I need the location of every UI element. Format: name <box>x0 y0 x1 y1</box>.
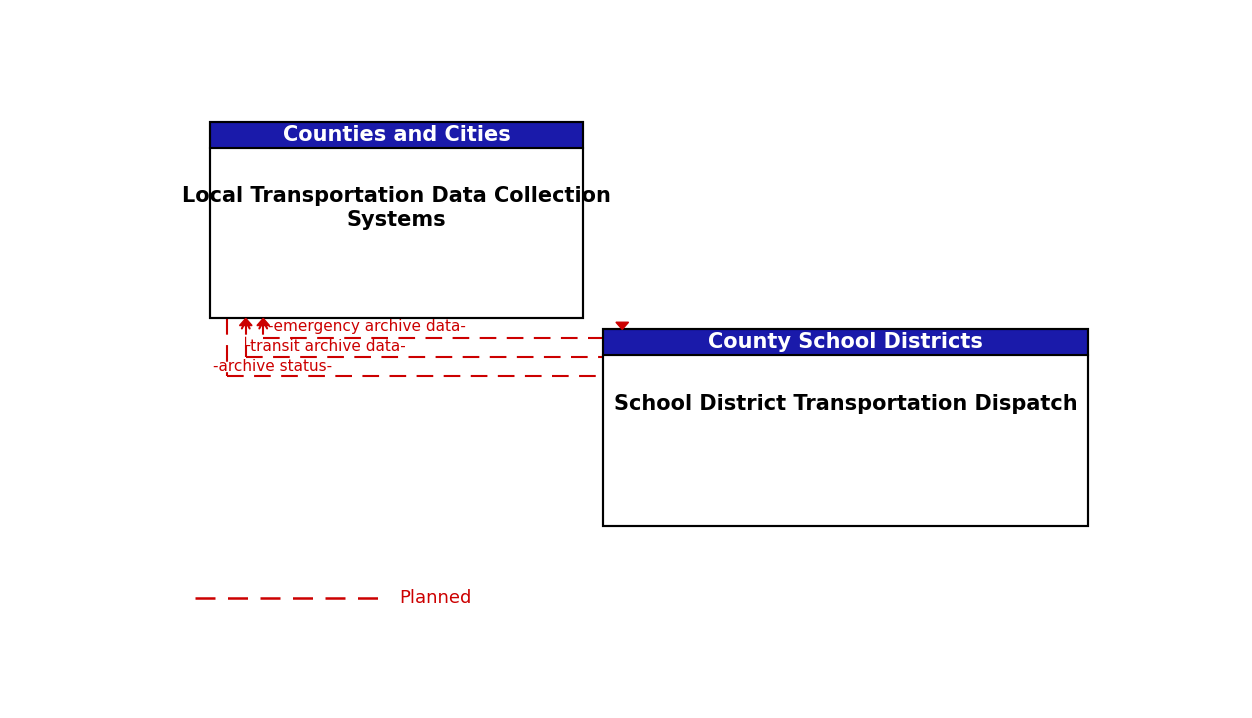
Text: School District Transportation Dispatch: School District Transportation Dispatch <box>613 393 1077 414</box>
Polygon shape <box>616 322 629 330</box>
Polygon shape <box>239 318 252 325</box>
Bar <box>602 355 1088 526</box>
Text: -archive status-: -archive status- <box>213 359 332 374</box>
Bar <box>602 330 1088 526</box>
Bar <box>210 122 583 318</box>
Text: County School Districts: County School Districts <box>707 332 983 352</box>
Polygon shape <box>257 318 269 325</box>
Text: Counties and Cities: Counties and Cities <box>283 125 511 145</box>
Bar <box>210 122 583 148</box>
Bar <box>602 330 1088 355</box>
Text: Local Transportation Data Collection
Systems: Local Transportation Data Collection Sys… <box>183 186 611 230</box>
Text: -emergency archive data-: -emergency archive data- <box>268 320 466 335</box>
Text: Planned: Planned <box>399 589 472 607</box>
Bar <box>210 148 583 318</box>
Text: └transit archive data-: └transit archive data- <box>240 340 406 354</box>
